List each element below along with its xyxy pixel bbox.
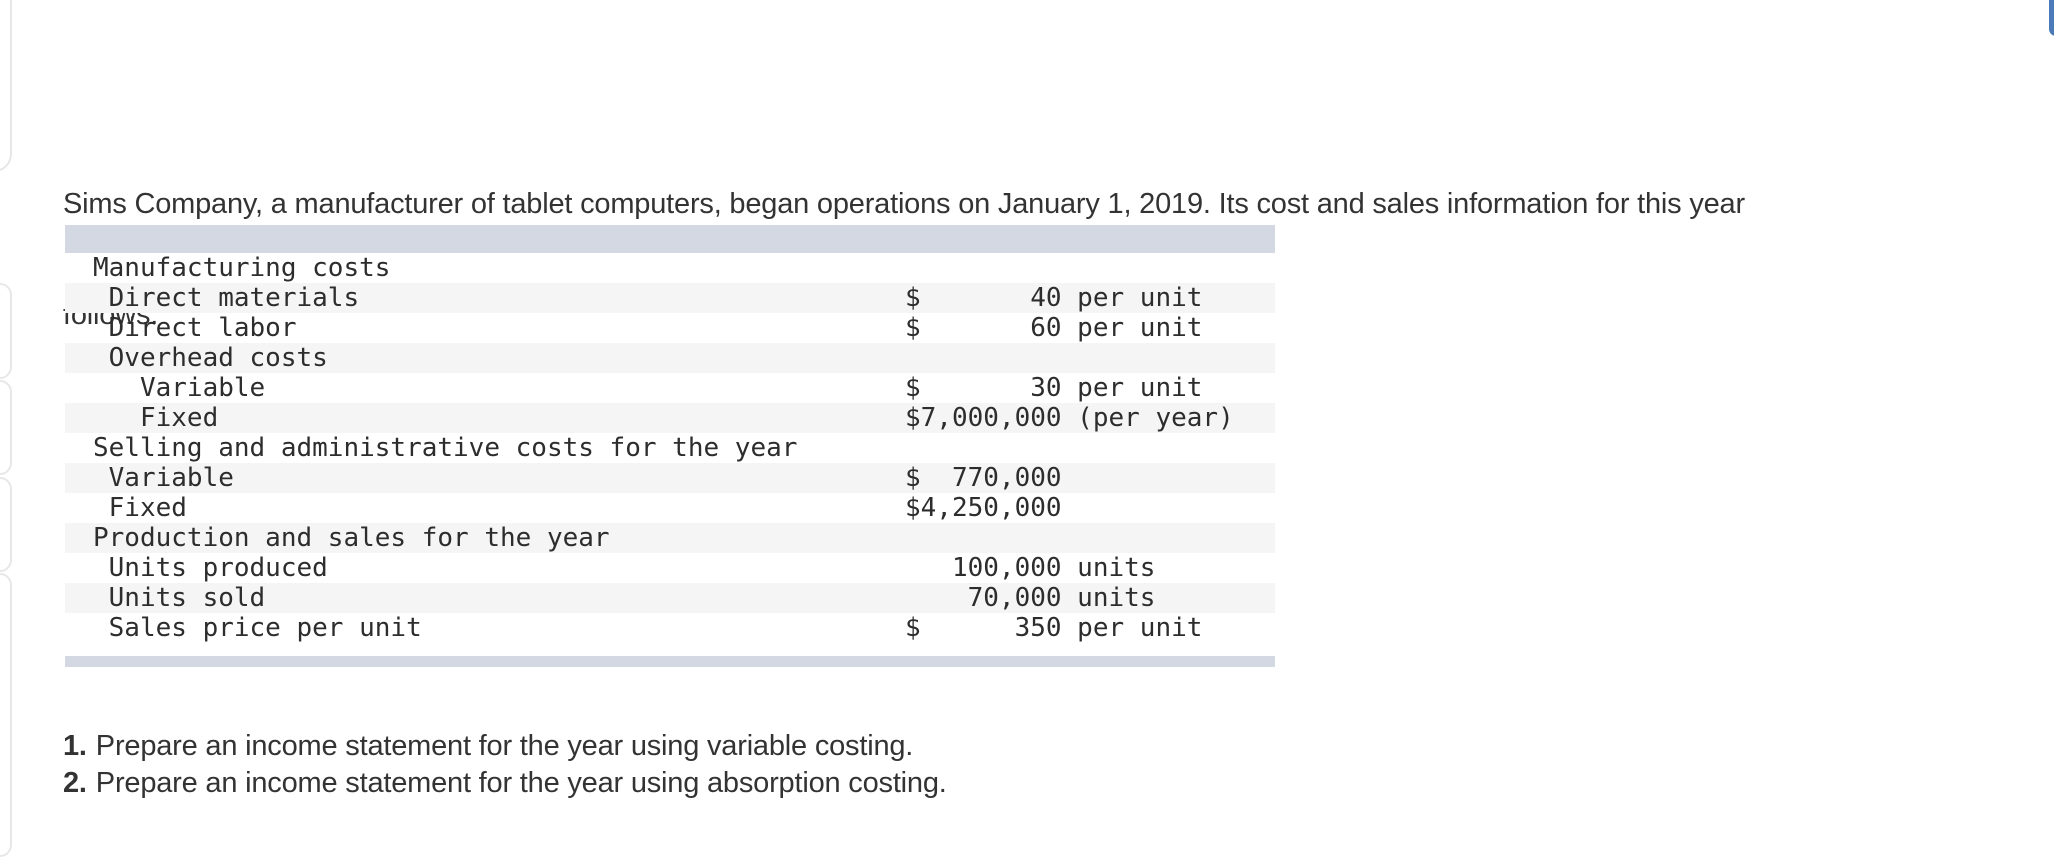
table-row: Units produced 100,000 units	[65, 553, 1275, 583]
table-row: Selling and administrative costs for the…	[65, 433, 1275, 463]
table-row: Sales price per unit $ 350 per unit	[65, 613, 1275, 643]
row-value: $ 40 per unit	[905, 283, 1203, 313]
row-value: $4,250,000	[905, 493, 1062, 523]
clipped-card-edge	[0, 0, 12, 172]
row-value: $7,000,000 (per year)	[905, 403, 1234, 433]
row-label: Variable	[93, 463, 234, 493]
table-row: Direct materials $ 40 per unit	[65, 283, 1275, 313]
row-label: Units produced	[93, 553, 328, 583]
intro-line-1: Sims Company, a manufacturer of tablet c…	[63, 188, 1745, 220]
requirement-text: Prepare an income statement for the year…	[95, 767, 947, 799]
table-row: Variable $ 770,000	[65, 463, 1275, 493]
table-footer-bar	[65, 656, 1275, 667]
requirement-number: 2.	[63, 767, 87, 799]
requirement-number: 1.	[63, 730, 87, 762]
row-label: Sales price per unit	[93, 613, 422, 643]
clipped-card-edge	[0, 477, 12, 572]
table-row: Units sold 70,000 units	[65, 583, 1275, 613]
table-row: Overhead costs	[65, 343, 1275, 373]
clipped-card-edge	[0, 380, 12, 475]
row-value: 100,000 units	[905, 553, 1156, 583]
clipped-card-edge	[0, 283, 12, 379]
row-label: Production and sales for the year	[93, 523, 610, 553]
clipped-card-edge	[0, 573, 12, 857]
row-value: 70,000 units	[905, 583, 1156, 613]
requirement-2: 2. Prepare an income statement for the ye…	[63, 765, 947, 802]
table-gap	[65, 643, 1275, 656]
requirement-text: Prepare an income statement for the year…	[95, 730, 914, 762]
row-label: Variable	[93, 373, 266, 403]
row-label: Units sold	[93, 583, 266, 613]
table-row: Variable $ 30 per unit	[65, 373, 1275, 403]
table-row: Direct labor $ 60 per unit	[65, 313, 1275, 343]
row-value: $ 770,000	[905, 463, 1062, 493]
row-label: Overhead costs	[93, 343, 328, 373]
row-label: Fixed	[93, 493, 187, 523]
table-row: Fixed $4,250,000	[65, 493, 1275, 523]
table-row: Fixed $7,000,000 (per year)	[65, 403, 1275, 433]
problem-intro: Sims Company, a manufacturer of tablet c…	[63, 112, 1745, 371]
row-label: Direct labor	[93, 313, 297, 343]
row-value: $ 350 per unit	[905, 613, 1203, 643]
requirement-1: 1. Prepare an income statement for the ye…	[63, 728, 947, 765]
table-row: Production and sales for the year	[65, 523, 1275, 553]
row-label: Direct materials	[93, 283, 360, 313]
row-value: $ 30 per unit	[905, 373, 1203, 403]
cost-table: Manufacturing costs Direct materials $ 40…	[65, 225, 1275, 667]
table-rows: Manufacturing costs Direct materials $ 40…	[65, 253, 1275, 643]
row-label: Selling and administrative costs for the…	[93, 433, 798, 463]
row-label: Manufacturing costs	[93, 253, 391, 283]
clipped-blue-button-edge[interactable]	[2049, 0, 2054, 36]
table-header-bar	[65, 225, 1275, 253]
table-row: Manufacturing costs	[65, 253, 1275, 283]
row-value: $ 60 per unit	[905, 313, 1203, 343]
row-label: Fixed	[93, 403, 219, 433]
requirements: 1. Prepare an income statement for the ye…	[63, 728, 947, 802]
